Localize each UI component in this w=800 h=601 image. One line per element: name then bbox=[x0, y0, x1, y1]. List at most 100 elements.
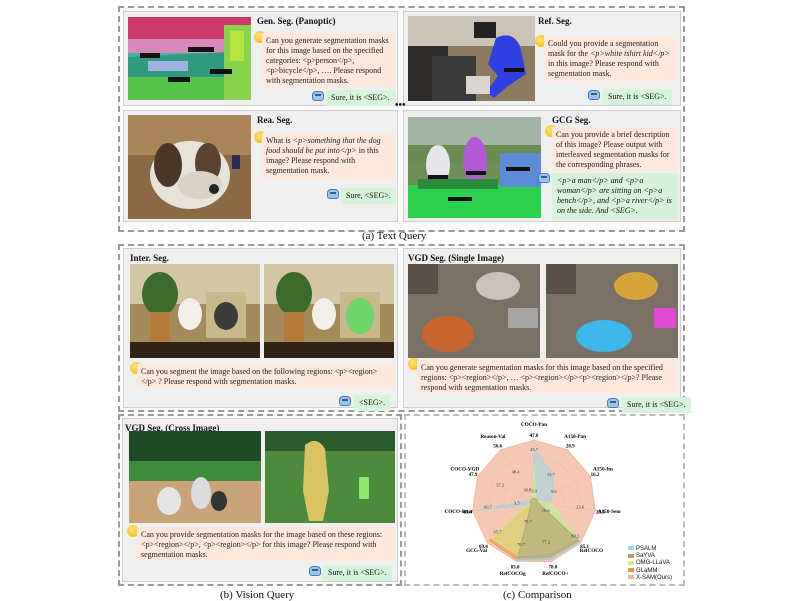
ellipsis: ••• bbox=[395, 100, 406, 111]
radar-max-label: 83.0 bbox=[511, 565, 520, 570]
radar-axis-label: RefCOCO+ bbox=[542, 571, 568, 577]
vgd-cross-segmentation-images bbox=[129, 431, 395, 523]
radar-data-label: 37.2 bbox=[496, 483, 504, 488]
dog-image bbox=[128, 115, 251, 219]
radar-max-label: 47.9 bbox=[469, 473, 478, 478]
radar-data-label: 78.7 bbox=[524, 519, 533, 524]
legend-swatch bbox=[628, 546, 634, 551]
legend-swatch bbox=[628, 560, 634, 565]
rea-seg-question: What is <p>something that the dog food s… bbox=[262, 133, 395, 179]
gcg-seg-question: Can you provide a brief description of t… bbox=[552, 127, 678, 171]
user-emoji-icon bbox=[127, 525, 139, 537]
radar-axis-label: COCO-Inter bbox=[445, 509, 474, 515]
vgd-cross-card: VGD Seg. (Cross Image) Can you provide s… bbox=[122, 418, 398, 582]
radar-axis-label: A150-Ins bbox=[593, 466, 613, 472]
robot-icon bbox=[607, 398, 619, 408]
radar-legend: PSALM SaYVA OMG-LLaVA GLaMM X-SAM(Ours) bbox=[628, 546, 672, 582]
legend-swatch bbox=[628, 553, 634, 558]
panoptic-image bbox=[128, 17, 251, 100]
rea-seg-answer: Sure, <SEG>. bbox=[341, 188, 396, 204]
radar-data-label: 80.2 bbox=[571, 534, 579, 539]
vgd-cross-answer: Sure, it is <SEG>. bbox=[323, 565, 392, 581]
gcg-segmentation-image bbox=[408, 117, 541, 218]
radar-axis-label: Reason-Val bbox=[480, 434, 506, 440]
radar-max-label: 78.0 bbox=[549, 565, 558, 570]
legend-swatch bbox=[628, 568, 634, 573]
comparison-caption: (c) Comparison bbox=[503, 589, 572, 601]
radar-data-label: 76.7 bbox=[517, 542, 526, 547]
vgd-cross-title: VGD Seg. (Cross Image) bbox=[125, 423, 220, 433]
radar-max-label: 65.4 bbox=[463, 511, 472, 516]
radar-axis-label: RefCOCOg bbox=[500, 571, 526, 577]
radar-series-sayva bbox=[517, 497, 580, 559]
radar-max-label: 69.4 bbox=[479, 545, 488, 550]
radar-max-label: 16.2 bbox=[591, 473, 600, 478]
radar-max-label: 85.1 bbox=[580, 545, 589, 550]
vgd-single-title: VGD Seg. (Single Image) bbox=[408, 253, 504, 263]
radar-axis-label: A150-Pan bbox=[564, 434, 586, 440]
radar-data-label: 77.2 bbox=[542, 540, 550, 545]
vgd-single-answer: Sure, it is <SEG>. bbox=[622, 397, 691, 413]
legend-entry: GLaMM bbox=[628, 568, 672, 575]
ref-seg-answer: Sure, it is <SEG>. bbox=[603, 89, 672, 105]
radar-max-label: 47.0 bbox=[530, 434, 539, 439]
robot-icon bbox=[538, 173, 550, 183]
gcg-seg-answer: <p>a man</p> and <p>a woman</p> are sitt… bbox=[552, 173, 678, 219]
ref-image bbox=[408, 16, 535, 101]
text-query-caption: (a) Text Query bbox=[362, 230, 427, 242]
ref-seg-question: Could you provide a segmentation mask fo… bbox=[544, 36, 678, 82]
gcg-seg-card: GCG Seg. Can you provide a brief descrip… bbox=[403, 110, 681, 222]
vgd-single-segmentation-images bbox=[408, 264, 678, 358]
radar-data-label: 45.7 bbox=[530, 447, 539, 452]
legend-label: GLaMM bbox=[636, 567, 658, 574]
dog-photo bbox=[128, 115, 251, 219]
gen-seg-card: Gen. Seg. (Panoptic) Can you generate se… bbox=[123, 11, 398, 106]
radar-data-label: 16.6 bbox=[542, 508, 551, 513]
vision-query-caption: (b) Vision Query bbox=[220, 589, 295, 601]
radar-data-label: 65.7 bbox=[494, 530, 503, 535]
radar-data-label: 3.5 bbox=[514, 500, 520, 505]
gcg-image bbox=[408, 117, 541, 218]
radar-max-label: 28.9 bbox=[566, 445, 575, 450]
legend-label: SaYVA bbox=[636, 553, 655, 560]
radar-max-label: 56.6 bbox=[493, 445, 502, 450]
legend-entry: X-SAM(Ours) bbox=[628, 575, 672, 582]
legend-entry: PSALM bbox=[628, 546, 672, 553]
inter-seg-title: Inter. Seg. bbox=[130, 253, 169, 263]
inter-seg-question: Can you segment the image based on the f… bbox=[137, 364, 395, 388]
radar-axis-label: A150-Sem bbox=[598, 509, 621, 515]
radar-axis-label: COCO-Pan bbox=[521, 422, 547, 428]
radar-max-label: 28.8 bbox=[596, 511, 605, 516]
ref-segmentation-image bbox=[408, 16, 535, 101]
inter-segmentation-images bbox=[130, 264, 394, 358]
robot-icon bbox=[588, 90, 600, 100]
gen-seg-question: Can you generate segmentation masks for … bbox=[262, 33, 395, 87]
gen-seg-answer: Sure, it is <SEG>. bbox=[326, 90, 395, 106]
radar-data-label: 13.7 bbox=[547, 472, 556, 477]
radar-axis-label: GCG-Val bbox=[466, 548, 487, 554]
panoptic-segmentation-image bbox=[128, 17, 251, 100]
ref-seg-card: Ref. Seg. Could you provide a segmentati… bbox=[403, 11, 681, 106]
radar-axis-label: COCO-VGD bbox=[450, 466, 479, 472]
radar-data-label: 60.7 bbox=[484, 505, 493, 510]
inter-seg-card: Inter. Seg. Can you segment the image ba… bbox=[123, 248, 398, 411]
ref-seg-title: Ref. Seg. bbox=[538, 16, 572, 26]
rea-seg-card: Rea. Seg. What is <p>something that the … bbox=[123, 110, 398, 222]
robot-icon bbox=[339, 396, 351, 406]
vgd-single-question: Can you generate segmentation masks for … bbox=[417, 360, 678, 394]
gen-seg-title: Gen. Seg. (Panoptic) bbox=[257, 16, 336, 26]
vgd-single-image bbox=[408, 264, 678, 358]
robot-icon bbox=[309, 566, 321, 576]
radar-data-label: 9.0 bbox=[551, 489, 557, 494]
legend-label: OMG-LLaVA bbox=[636, 560, 670, 567]
robot-icon bbox=[327, 189, 339, 199]
robot-icon bbox=[312, 91, 324, 101]
rea-seg-title: Rea. Seg. bbox=[257, 115, 293, 125]
radar-axis-label: RefCOCO bbox=[580, 548, 603, 554]
legend-swatch bbox=[628, 575, 634, 580]
radar-data-label: 23.6 bbox=[576, 505, 585, 510]
vgd-cross-image bbox=[129, 431, 395, 523]
legend-label: X-SAM(Ours) bbox=[636, 574, 672, 581]
radar-data-label: 48.4 bbox=[512, 469, 521, 474]
